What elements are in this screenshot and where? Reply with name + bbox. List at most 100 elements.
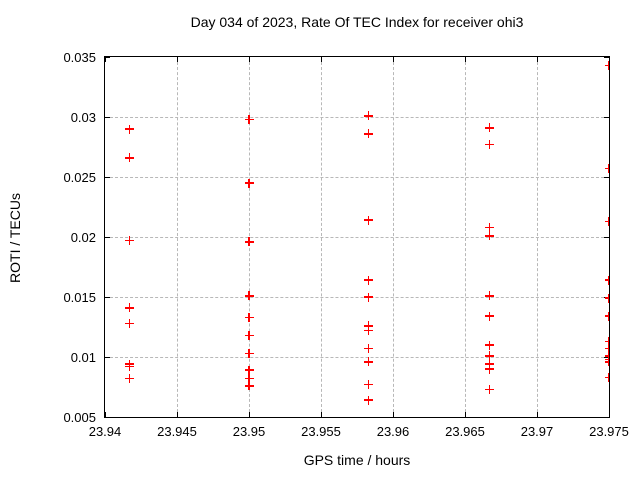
x-tick-mark bbox=[537, 412, 538, 417]
x-tick-label: 23.96 bbox=[376, 424, 410, 439]
data-point-marker bbox=[124, 124, 134, 134]
x-tick-mark bbox=[249, 57, 250, 62]
y-tick-mark bbox=[105, 357, 110, 358]
data-point-marker bbox=[244, 291, 254, 301]
y-tick-mark bbox=[105, 57, 110, 58]
data-point-marker bbox=[244, 114, 254, 124]
data-point-marker bbox=[364, 111, 374, 121]
x-tick-mark bbox=[321, 57, 322, 62]
data-point-marker bbox=[364, 275, 374, 285]
y-tick-mark bbox=[105, 117, 110, 118]
y-tick-label: 0.02 bbox=[70, 230, 96, 245]
y-tick-label: 0.005 bbox=[63, 410, 96, 425]
data-point-marker bbox=[604, 293, 609, 303]
data-point-marker bbox=[124, 374, 134, 384]
x-tick-mark bbox=[393, 412, 394, 417]
data-point-marker bbox=[244, 374, 254, 384]
x-tick-mark bbox=[105, 412, 106, 417]
y-tick-mark bbox=[604, 417, 609, 418]
y-tick-mark bbox=[604, 117, 609, 118]
x-tick-mark bbox=[465, 412, 466, 417]
y-tick-mark bbox=[105, 297, 110, 298]
y-tick-mark bbox=[105, 417, 110, 418]
data-point-marker bbox=[604, 372, 609, 382]
x-tick-mark bbox=[537, 57, 538, 62]
data-point-marker bbox=[244, 381, 254, 391]
y-tick-mark bbox=[604, 237, 609, 238]
data-point-marker bbox=[484, 222, 494, 232]
y-tick-mark bbox=[105, 237, 110, 238]
y-tick-mark bbox=[604, 57, 609, 58]
x-tick-label: 23.95 bbox=[232, 424, 266, 439]
data-point-marker bbox=[364, 344, 374, 354]
data-point-marker bbox=[244, 330, 254, 340]
y-tick-label: 0.025 bbox=[63, 170, 96, 185]
data-point-marker bbox=[604, 164, 609, 174]
x-tick-mark bbox=[609, 57, 610, 62]
data-point-marker bbox=[124, 318, 134, 328]
x-tick-mark bbox=[393, 57, 394, 62]
data-point-marker bbox=[484, 140, 494, 150]
y-gridline bbox=[105, 177, 609, 178]
y-gridline bbox=[105, 357, 609, 358]
data-point-marker bbox=[484, 123, 494, 133]
data-point-marker bbox=[364, 321, 374, 331]
x-tick-mark bbox=[177, 57, 178, 62]
data-point-marker bbox=[604, 344, 609, 354]
data-point-marker bbox=[124, 303, 134, 313]
data-point-marker bbox=[244, 348, 254, 358]
data-point-marker bbox=[244, 237, 254, 247]
y-tick-label: 0.03 bbox=[70, 110, 96, 125]
data-point-marker bbox=[364, 357, 374, 367]
y-tick-mark bbox=[604, 357, 609, 358]
y-tick-label: 0.015 bbox=[63, 290, 96, 305]
chart-title: Day 034 of 2023, Rate Of TEC Index for r… bbox=[190, 14, 524, 30]
y-tick-mark bbox=[105, 177, 110, 178]
data-point-marker bbox=[604, 357, 609, 367]
x-tick-mark bbox=[321, 412, 322, 417]
data-point-marker bbox=[484, 364, 494, 374]
data-point-marker bbox=[244, 178, 254, 188]
data-point-marker bbox=[484, 340, 494, 350]
data-point-marker bbox=[604, 275, 609, 285]
data-point-marker bbox=[604, 216, 609, 226]
x-tick-label: 23.965 bbox=[445, 424, 485, 439]
x-tick-mark bbox=[465, 57, 466, 62]
y-tick-label: 0.01 bbox=[70, 350, 96, 365]
x-tick-mark bbox=[177, 412, 178, 417]
x-tick-label: 23.94 bbox=[88, 424, 122, 439]
data-point-marker bbox=[484, 231, 494, 241]
data-point-marker bbox=[484, 384, 494, 394]
data-point-marker bbox=[244, 365, 254, 375]
data-point-marker bbox=[484, 311, 494, 321]
data-point-marker bbox=[124, 153, 134, 163]
data-point-marker bbox=[364, 292, 374, 302]
y-tick-mark bbox=[604, 177, 609, 178]
y-gridline bbox=[105, 297, 609, 298]
x-tick-mark bbox=[609, 412, 610, 417]
data-point-marker bbox=[364, 326, 374, 336]
data-point-marker bbox=[604, 60, 609, 70]
data-point-marker bbox=[124, 362, 134, 372]
x-tick-label: 23.975 bbox=[589, 424, 629, 439]
x-tick-mark bbox=[249, 412, 250, 417]
x-tick-label: 23.955 bbox=[301, 424, 341, 439]
data-point-marker bbox=[364, 395, 374, 405]
data-point-marker bbox=[364, 129, 374, 139]
data-point-marker bbox=[364, 380, 374, 390]
data-point-marker bbox=[484, 359, 494, 369]
x-axis-label: GPS time / hours bbox=[303, 452, 411, 468]
data-point-marker bbox=[604, 336, 609, 346]
x-tick-mark bbox=[105, 57, 106, 62]
data-point-marker bbox=[604, 311, 609, 321]
data-point-marker bbox=[484, 351, 494, 361]
data-point-marker bbox=[484, 291, 494, 301]
plot-area bbox=[104, 56, 610, 418]
y-tick-label: 0.035 bbox=[63, 50, 96, 65]
data-point-marker bbox=[124, 236, 134, 246]
data-point-marker bbox=[364, 215, 374, 225]
y-gridline bbox=[105, 117, 609, 118]
data-point-marker bbox=[244, 312, 254, 322]
y-gridline bbox=[105, 237, 609, 238]
